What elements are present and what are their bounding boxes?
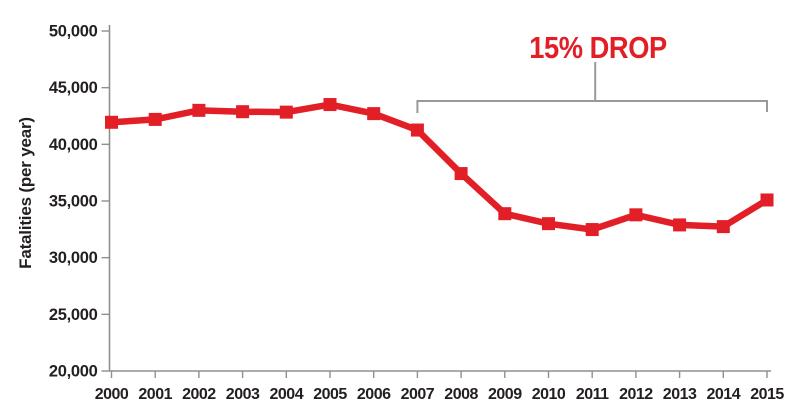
x-tick-label: 2013	[663, 386, 697, 403]
x-tick-label: 2010	[532, 386, 566, 403]
bracket	[416, 100, 768, 113]
x-tick-label: 2001	[138, 386, 172, 403]
data-point	[279, 105, 293, 119]
x-tick-label: 2012	[619, 386, 653, 403]
y-axis-title: Fatalities (per year)	[16, 117, 35, 269]
x-tick-label: 2015	[750, 386, 784, 403]
data-line	[111, 101, 769, 233]
data-point	[629, 208, 643, 222]
data-point	[367, 107, 381, 121]
x-tick-label: 2011	[576, 386, 609, 403]
data-point	[673, 218, 687, 232]
y-tick-label: 45,000	[49, 79, 98, 97]
y-tick-label: 35,000	[49, 193, 98, 211]
x-tick-label: 2002	[182, 386, 216, 403]
y-tick-label: 40,000	[49, 136, 98, 154]
data-point	[148, 112, 162, 126]
data-point	[105, 115, 118, 129]
y-tick-label: 20,000	[49, 363, 98, 381]
y-tick-label: 50,000	[49, 23, 98, 41]
data-point	[716, 220, 730, 234]
annotation-15-percent-drop: 15% DROP	[529, 30, 667, 65]
x-tick-label: 2008	[444, 386, 478, 403]
data-point	[454, 167, 468, 181]
x-tick-label: 2007	[401, 386, 435, 403]
data-point	[498, 207, 512, 221]
x-tick-label: 2006	[357, 386, 391, 403]
x-tick-label: 2003	[226, 386, 260, 403]
y-tick-label: 25,000	[49, 306, 98, 324]
data-point	[410, 123, 424, 137]
x-tick-label: 2005	[313, 386, 347, 403]
data-point	[192, 103, 206, 117]
data-point	[542, 217, 555, 231]
data-point	[760, 193, 774, 207]
x-tick-label: 2014	[707, 386, 741, 403]
x-tick-label: 2009	[488, 386, 522, 403]
x-tick-label: 2000	[95, 386, 129, 403]
data-point	[585, 223, 599, 237]
data-point	[323, 98, 337, 112]
data-point	[236, 105, 250, 119]
y-tick-label: 30,000	[49, 249, 98, 267]
x-tick-label: 2004	[270, 386, 304, 403]
